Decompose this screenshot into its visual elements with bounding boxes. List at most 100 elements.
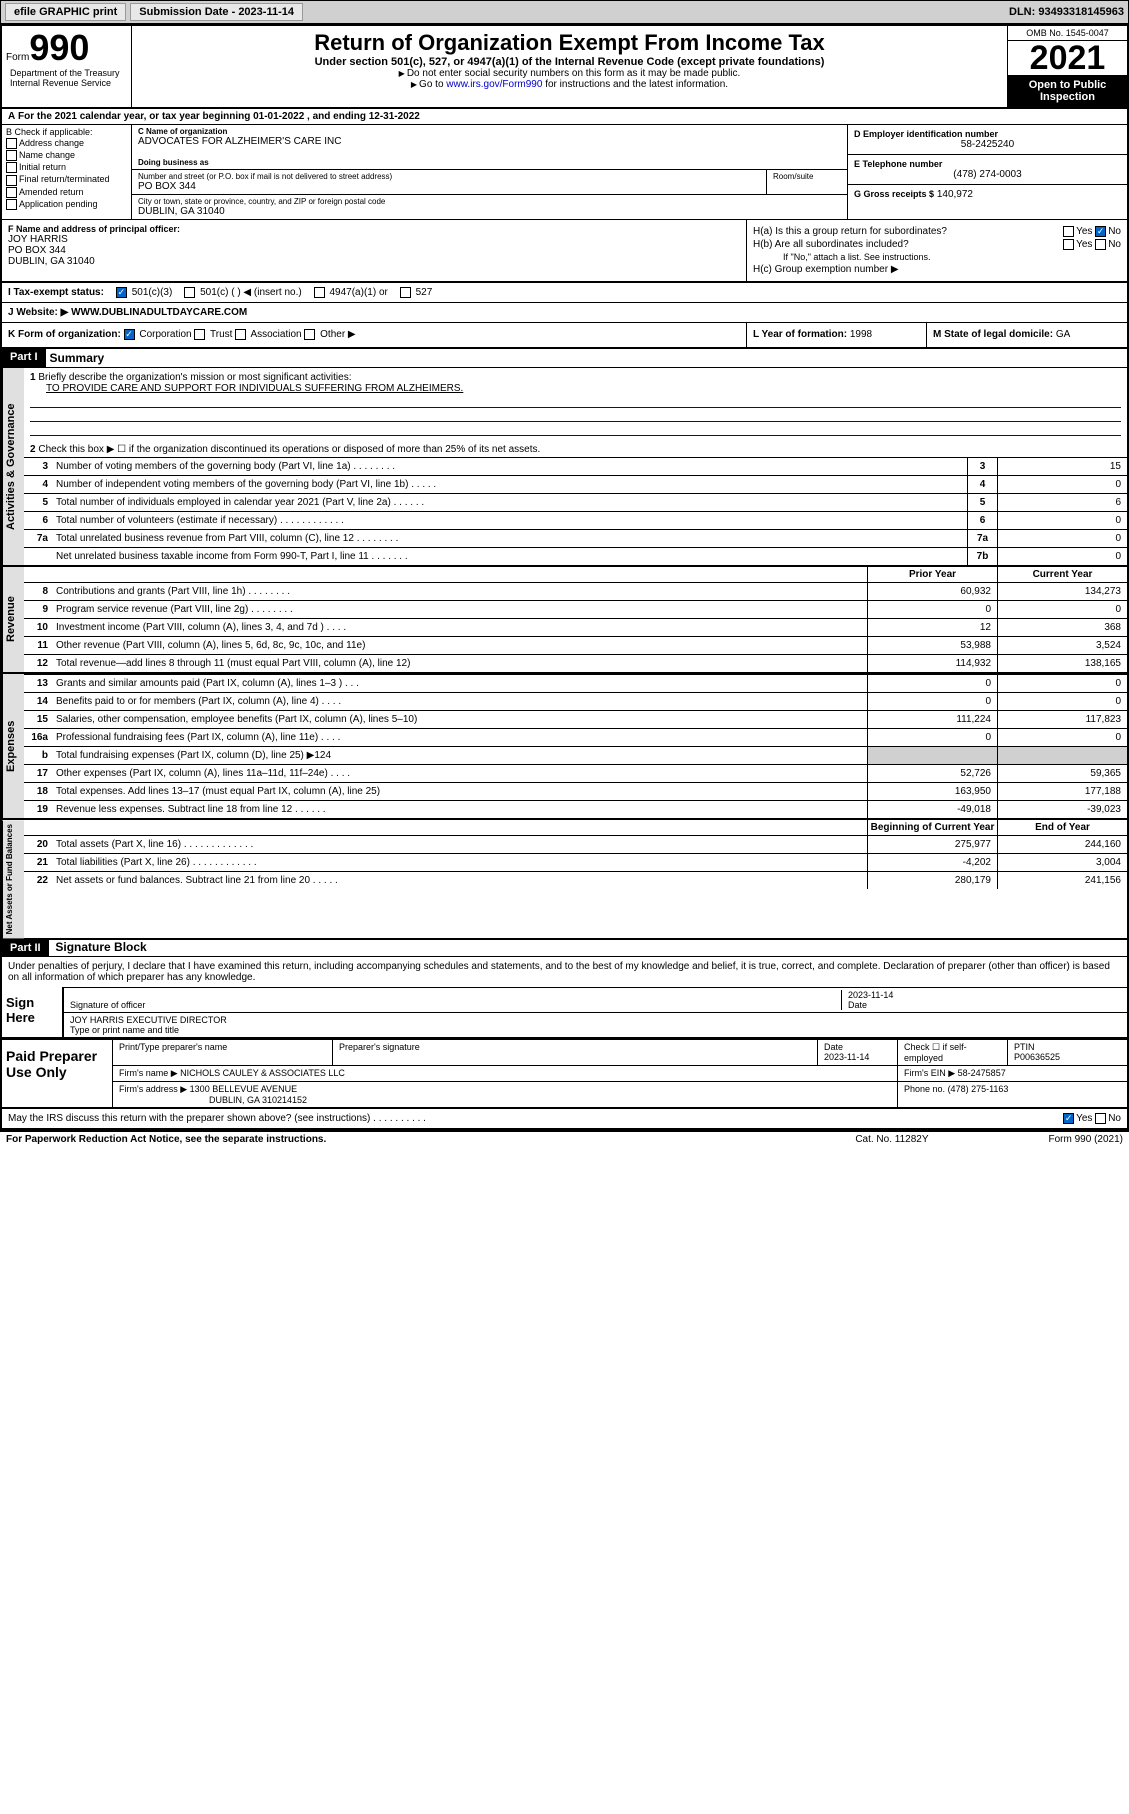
firm-addr-label: Firm's address ▶ (119, 1084, 187, 1094)
summary-line: 17Other expenses (Part IX, column (A), l… (24, 764, 1127, 782)
officer-name: JOY HARRIS (8, 234, 740, 245)
netassets-label: Net Assets or Fund Balances (2, 820, 24, 938)
summary-line: 13Grants and similar amounts paid (Part … (24, 674, 1127, 692)
form-label: Form (6, 52, 29, 63)
firm-name-label: Firm's name ▶ (119, 1068, 178, 1078)
summary-line: 9Program service revenue (Part VIII, lin… (24, 600, 1127, 618)
check-trust[interactable] (194, 329, 205, 340)
part1-title: Summary (46, 349, 109, 367)
ptin-label: PTIN (1014, 1042, 1035, 1052)
summary-line: 3Number of voting members of the governi… (24, 457, 1127, 475)
gross-receipts-label: G Gross receipts $ (854, 189, 934, 199)
website-value: WWW.DUBLINADULTDAYCARE.COM (71, 307, 247, 318)
prep-sig-label: Preparer's signature (332, 1040, 817, 1065)
summary-line: 19Revenue less expenses. Subtract line 1… (24, 800, 1127, 818)
firm-ein: 58-2475857 (958, 1068, 1006, 1078)
check-501c3[interactable] (116, 287, 127, 298)
check-other[interactable] (304, 329, 315, 340)
hc-label: H(c) Group exemption number ▶ (753, 264, 899, 275)
end-year-header: End of Year (997, 820, 1127, 835)
irs-link[interactable]: www.irs.gov/Form990 (446, 79, 542, 90)
dept-label: Department of the Treasury Internal Reve… (6, 66, 136, 90)
section-b-checks: B Check if applicable: Address change Na… (2, 125, 132, 219)
summary-line: 6Total number of volunteers (estimate if… (24, 511, 1127, 529)
summary-line: 5Total number of individuals employed in… (24, 493, 1127, 511)
officer-label: F Name and address of principal officer: (8, 224, 740, 234)
dln: DLN: 93493318145963 (1009, 6, 1124, 18)
check-4947[interactable] (314, 287, 325, 298)
section-i: I Tax-exempt status: 501(c)(3) 501(c) ( … (2, 283, 1127, 303)
tax-period: A For the 2021 calendar year, or tax yea… (2, 109, 1127, 125)
summary-line: 14Benefits paid to or for members (Part … (24, 692, 1127, 710)
form-number-box: Form990 Department of the Treasury Inter… (2, 26, 132, 107)
header-bar: efile GRAPHIC print Submission Date - 20… (0, 0, 1129, 24)
inspection-label: Open to Public Inspection (1008, 75, 1127, 107)
paid-preparer-label: Paid Preparer Use Only (2, 1040, 112, 1107)
efile-button[interactable]: efile GRAPHIC print (5, 3, 126, 21)
section-f: F Name and address of principal officer:… (2, 220, 747, 281)
section-m: M State of legal domicile: GA (927, 323, 1127, 346)
check-application-pending[interactable]: Application pending (6, 199, 127, 210)
firm-phone: (478) 275-1163 (948, 1084, 1009, 1094)
discuss-text: May the IRS discuss this return with the… (8, 1113, 426, 1124)
officer-name-title: JOY HARRIS EXECUTIVE DIRECTOR (70, 1015, 227, 1025)
firm-ein-label: Firm's EIN ▶ (904, 1068, 955, 1078)
hb-label: H(b) Are all subordinates included? (753, 239, 909, 250)
addr-label: Number and street (or P.O. box if mail i… (138, 172, 760, 181)
form-title-box: Return of Organization Exempt From Incom… (132, 26, 1007, 107)
summary-line: 10Investment income (Part VIII, column (… (24, 618, 1127, 636)
officer-addr2: DUBLIN, GA 31040 (8, 256, 740, 267)
mission-text: TO PROVIDE CARE AND SUPPORT FOR INDIVIDU… (30, 383, 1121, 394)
summary-line: 16aProfessional fundraising fees (Part I… (24, 728, 1127, 746)
prior-year-header: Prior Year (867, 567, 997, 582)
discuss-no[interactable] (1095, 1113, 1106, 1124)
form-instruction-2: Go to www.irs.gov/Form990 for instructio… (136, 79, 1003, 90)
part2-header: Part II (2, 940, 49, 956)
check-self-employed[interactable]: Check ☐ if self-employed (897, 1040, 1007, 1065)
org-name-label: C Name of organization (138, 127, 841, 136)
current-year-header: Current Year (997, 567, 1127, 582)
summary-line: 7aTotal unrelated business revenue from … (24, 529, 1127, 547)
check-association[interactable] (235, 329, 246, 340)
prep-date: 2023-11-14 (824, 1052, 869, 1062)
check-final-return[interactable]: Final return/terminated (6, 174, 127, 185)
penalty-text: Under penalties of perjury, I declare th… (2, 957, 1127, 987)
form-990-container: Form990 Department of the Treasury Inter… (0, 24, 1129, 1132)
sign-here-label: Sign Here (2, 987, 62, 1037)
sig-officer-label: Signature of officer (70, 1000, 145, 1010)
check-address-change[interactable]: Address change (6, 138, 127, 149)
tax-year: 2021 (1008, 41, 1127, 75)
summary-line: 22Net assets or fund balances. Subtract … (24, 871, 1127, 889)
summary-line: 11Other revenue (Part VIII, column (A), … (24, 636, 1127, 654)
org-name: ADVOCATES FOR ALZHEIMER'S CARE INC (138, 136, 841, 147)
prep-date-label: Date (824, 1042, 843, 1052)
date-label: Date (848, 1000, 867, 1010)
footer: For Paperwork Reduction Act Notice, see … (0, 1132, 1129, 1147)
check-corporation[interactable] (124, 329, 135, 340)
check-name-change[interactable]: Name change (6, 150, 127, 161)
city-label: City or town, state or province, country… (138, 197, 841, 206)
firm-phone-label: Phone no. (904, 1084, 945, 1094)
discuss-yes[interactable] (1063, 1113, 1074, 1124)
summary-line: 8Contributions and grants (Part VIII, li… (24, 582, 1127, 600)
section-l: L Year of formation: 1998 (747, 323, 927, 346)
line2-text: Check this box ▶ ☐ if the organization d… (38, 444, 540, 455)
form-number: 990 (29, 27, 89, 68)
cat-no: Cat. No. 11282Y (855, 1134, 928, 1145)
summary-line: 12Total revenue—add lines 8 through 11 (… (24, 654, 1127, 672)
check-501c[interactable] (184, 287, 195, 298)
summary-line: 18Total expenses. Add lines 13–17 (must … (24, 782, 1127, 800)
prep-name-label: Print/Type preparer's name (112, 1040, 332, 1065)
check-amended[interactable]: Amended return (6, 187, 127, 198)
officer-type-label: Type or print name and title (70, 1025, 179, 1035)
form-instruction-1: Do not enter social security numbers on … (136, 68, 1003, 79)
summary-line: Net unrelated business taxable income fr… (24, 547, 1127, 565)
summary-line: 20Total assets (Part X, line 16) . . . .… (24, 835, 1127, 853)
check-initial-return[interactable]: Initial return (6, 162, 127, 173)
governance-label: Activities & Governance (2, 368, 24, 565)
firm-addr1: 1300 BELLEVUE AVENUE (190, 1084, 297, 1094)
begin-year-header: Beginning of Current Year (867, 820, 997, 835)
revenue-label: Revenue (2, 567, 24, 672)
check-527[interactable] (400, 287, 411, 298)
section-b-header: B Check if applicable: (6, 127, 127, 137)
